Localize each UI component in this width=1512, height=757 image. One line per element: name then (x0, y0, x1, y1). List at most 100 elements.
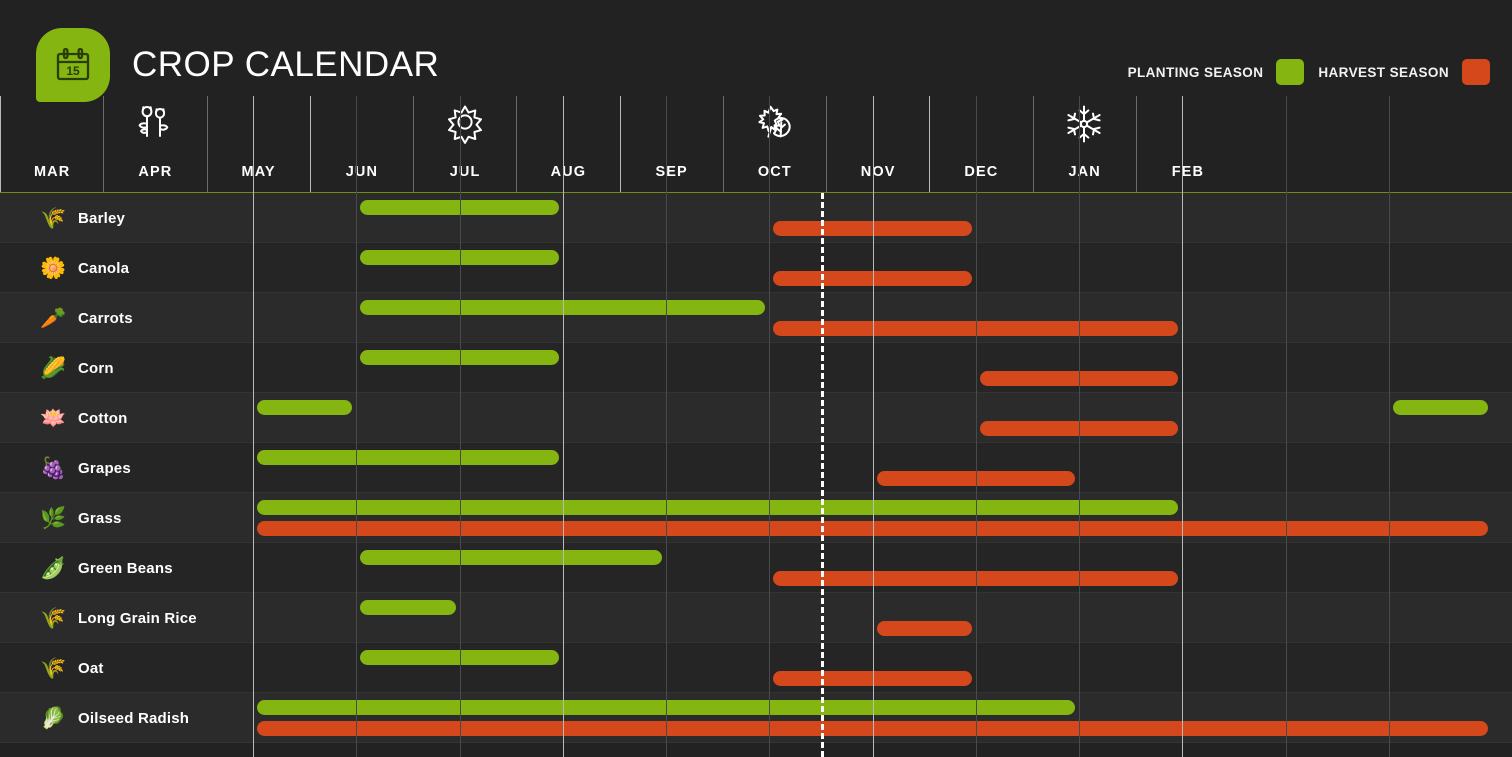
crop-icon: 🥕 (40, 306, 67, 330)
month-column-jan: JAN (1032, 96, 1136, 193)
svg-text:15: 15 (66, 64, 80, 78)
table-row[interactable]: 🌾 Barley (0, 193, 1512, 243)
snowflake-icon (1061, 102, 1107, 148)
planting-bar[interactable] (360, 350, 559, 365)
flowers-icon (132, 102, 178, 148)
crop-label-grass[interactable]: 🌿 Grass (0, 493, 253, 543)
crop-rows: 🌾 Barley 🌼 Canola 🥕 Carrots 🌽 Corn 🪷 Cotton 🍇 Grape… (0, 193, 1512, 757)
legend-item-harvest: HARVEST SEASON (1318, 59, 1490, 85)
month-header-row: MAR APR MAY JUN JUL AUG SEP OCT NOV DEC JAN FEB (0, 96, 1239, 193)
legend-swatch-harvest (1462, 59, 1490, 85)
crop-name: Grass (78, 509, 122, 527)
month-column-dec: DEC (929, 96, 1032, 193)
harvest-bar[interactable] (773, 221, 972, 236)
month-label: JUL (449, 164, 481, 180)
month-label: FEB (1171, 164, 1205, 180)
planting-bar[interactable] (1392, 400, 1488, 415)
month-column-apr: APR (103, 96, 206, 193)
planting-bar[interactable] (360, 300, 766, 315)
crop-name: Oat (78, 659, 104, 677)
calendar-icon: 15 (36, 28, 110, 102)
planting-bar[interactable] (360, 650, 559, 665)
crop-label-barley[interactable]: 🌾 Barley (0, 193, 253, 243)
table-row[interactable]: 🍇 Grapes (0, 443, 1512, 493)
planting-bar[interactable] (360, 550, 662, 565)
planting-bar[interactable] (360, 200, 559, 215)
month-column-mar: MAR (0, 96, 103, 193)
legend-swatch-planting (1276, 59, 1305, 85)
planting-bar[interactable] (257, 500, 1179, 515)
table-row[interactable]: 🌾 Oat (0, 643, 1512, 693)
table-row[interactable]: 🫛 Green Beans (0, 543, 1512, 593)
crop-timeline-track (253, 193, 1512, 243)
legend-item-planting: PLANTING SEASON (1128, 59, 1305, 85)
table-row[interactable]: 🪷 Cotton (0, 393, 1512, 443)
harvest-bar[interactable] (773, 671, 972, 686)
crop-timeline-track (253, 693, 1512, 743)
month-label: MAR (33, 164, 71, 180)
crop-name: Grapes (78, 459, 131, 477)
crop-icon: 🌿 (40, 506, 67, 530)
month-label: APR (138, 164, 173, 180)
month-label: OCT (757, 164, 792, 180)
month-label: DEC (964, 164, 999, 180)
crop-icon: 🌾 (40, 606, 67, 630)
harvest-bar[interactable] (773, 271, 972, 286)
table-row[interactable]: 🌼 Canola (0, 243, 1512, 293)
crop-label-corn[interactable]: 🌽 Corn (0, 343, 253, 393)
month-column-nov: NOV (826, 96, 929, 193)
month-label: SEP (655, 164, 688, 180)
crop-label-cotton[interactable]: 🪷 Cotton (0, 393, 253, 443)
leaves-icon (751, 102, 797, 148)
harvest-bar[interactable] (773, 321, 1179, 336)
crop-icon: 🌽 (40, 356, 67, 380)
sun-icon (442, 102, 488, 148)
crop-icon: 🍇 (40, 456, 67, 480)
month-column-feb: FEB (1135, 96, 1239, 193)
crop-label-grapes[interactable]: 🍇 Grapes (0, 443, 253, 493)
page-header: 15 CROP CALENDAR PLANTING SEASON HARVEST… (0, 0, 1512, 102)
planting-bar[interactable] (360, 250, 559, 265)
crop-icon: 🌼 (40, 256, 67, 280)
harvest-bar[interactable] (876, 471, 1075, 486)
month-label: JUN (345, 164, 379, 180)
table-row[interactable]: 🌽 Corn (0, 343, 1512, 393)
table-row[interactable]: 🥕 Carrots (0, 293, 1512, 343)
month-label: AUG (550, 164, 587, 180)
harvest-bar[interactable] (979, 371, 1179, 386)
table-row[interactable]: 🌿 Grass (0, 493, 1512, 543)
harvest-bar[interactable] (257, 721, 1488, 736)
planting-bar[interactable] (257, 450, 559, 465)
harvest-bar[interactable] (773, 571, 1179, 586)
table-row[interactable]: 🌾 Long Grain Rice (0, 593, 1512, 643)
page-title: CROP CALENDAR (132, 45, 440, 84)
harvest-bar[interactable] (876, 621, 972, 636)
crop-label-long-grain-rice[interactable]: 🌾 Long Grain Rice (0, 593, 253, 643)
planting-bar[interactable] (257, 700, 1075, 715)
harvest-bar[interactable] (257, 521, 1488, 536)
table-row[interactable]: 🥬 Oilseed Radish (0, 693, 1512, 743)
crop-label-oat[interactable]: 🌾 Oat (0, 643, 253, 693)
legend: PLANTING SEASON HARVEST SEASON (1128, 59, 1490, 85)
crop-timeline-track (253, 643, 1512, 693)
harvest-bar[interactable] (979, 421, 1179, 436)
brand: 15 CROP CALENDAR (36, 28, 439, 102)
crop-label-canola[interactable]: 🌼 Canola (0, 243, 253, 293)
month-column-jun: JUN (309, 96, 413, 193)
track-left-border (253, 96, 254, 757)
planting-bar[interactable] (257, 400, 353, 415)
today-marker (820, 193, 824, 757)
crop-name: Carrots (78, 309, 133, 327)
crop-label-carrots[interactable]: 🥕 Carrots (0, 293, 253, 343)
month-label: MAY (241, 164, 276, 180)
month-label: JAN (1068, 164, 1101, 180)
month-column-sep: SEP (619, 96, 723, 193)
crop-timeline-track (253, 593, 1512, 643)
crop-label-oilseed-radish[interactable]: 🥬 Oilseed Radish (0, 693, 253, 743)
crop-name: Long Grain Rice (78, 609, 197, 627)
crop-name: Oilseed Radish (78, 709, 190, 727)
month-column-oct: OCT (722, 96, 826, 193)
crop-timeline-track (253, 493, 1512, 543)
crop-label-green-beans[interactable]: 🫛 Green Beans (0, 543, 253, 593)
planting-bar[interactable] (360, 600, 456, 615)
